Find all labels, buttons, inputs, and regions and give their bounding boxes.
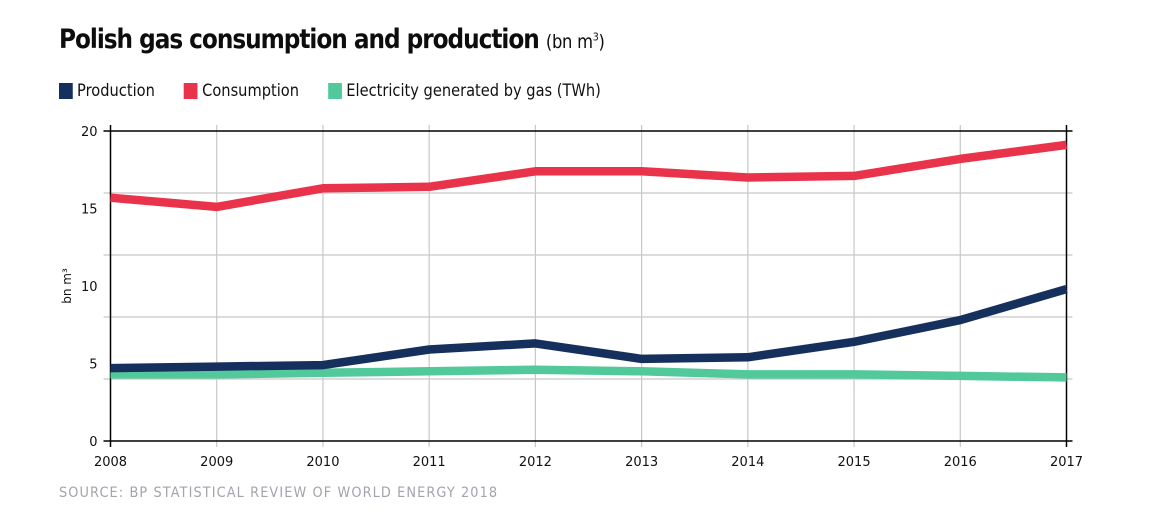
unit-suffix: )	[598, 31, 605, 53]
legend-swatch-consumption	[184, 83, 198, 99]
legend-item-production: Production	[59, 81, 155, 101]
chart-title: Polish gas consumption and production (b…	[59, 24, 605, 55]
x-tick-label: 2016	[944, 455, 977, 470]
legend-label-consumption: Consumption	[202, 81, 299, 101]
legend-label-electricity: Electricity generated by gas (TWh)	[346, 81, 601, 101]
axes	[103, 125, 1073, 447]
y-tick-label: 15	[81, 203, 98, 218]
x-tick-label: 2017	[1050, 455, 1083, 470]
series-line-electricity	[110, 365, 1067, 382]
legend-item-electricity: Electricity generated by gas (TWh)	[328, 81, 601, 101]
x-tick-labels: 2008 2009 2010 2011 2012 2013 2014 2015 2016 2017	[94, 455, 1083, 470]
legend: Production Consumption Electricity gener…	[59, 81, 630, 101]
y-tick-label: 10	[81, 280, 98, 295]
legend-item-consumption: Consumption	[184, 81, 299, 101]
y-tick-labels: 0 5 10 15 20	[81, 125, 98, 450]
series-lines	[110, 140, 1068, 382]
x-tick-label: 2011	[413, 455, 446, 470]
unit-superscript: 3	[592, 30, 599, 44]
x-tick-label: 2008	[94, 455, 127, 470]
chart-title-unit: (bn m3)	[546, 31, 605, 53]
y-axis-title: bn m³	[60, 268, 74, 304]
legend-label-production: Production	[77, 81, 155, 101]
legend-swatch-electricity	[328, 83, 342, 99]
y-tick-label: 20	[81, 125, 98, 140]
unit-prefix: (bn m	[545, 31, 593, 53]
series-line-production	[110, 285, 1068, 373]
series-line-consumption	[110, 140, 1068, 212]
x-tick-label: 2010	[306, 455, 339, 470]
y-tick-label: 5	[89, 358, 97, 373]
x-tick-label: 2012	[519, 455, 552, 470]
x-tick-label: 2009	[200, 455, 233, 470]
x-tick-label: 2015	[838, 455, 871, 470]
source-note: SOURCE: BP STATISTICAL REVIEW OF WORLD E…	[59, 485, 499, 501]
x-tick-label: 2013	[625, 455, 658, 470]
x-tick-label: 2014	[731, 455, 764, 470]
y-tick-label: 0	[89, 435, 97, 450]
chart-title-main: Polish gas consumption and production	[59, 24, 540, 55]
legend-swatch-production	[59, 83, 73, 99]
